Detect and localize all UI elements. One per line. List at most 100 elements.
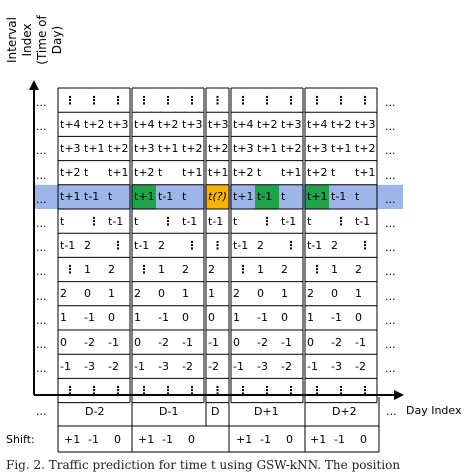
shift-value: -1 [162,433,173,446]
interval-cell: t+1 [208,166,229,180]
interval-cell: t+1 [307,190,328,204]
interval-cell: 0 [233,335,240,349]
interval-cell: t+3 [134,141,155,155]
interval-cell: t+2 [331,117,352,131]
interval-cell: t+1 [158,141,179,155]
interval-cell: ⋮ [311,262,323,276]
interval-cell: t+2 [307,166,328,180]
interval-cell: 0 [307,335,314,349]
interval-cell: 0 [257,287,264,301]
interval-cell: ⋮ [311,383,323,397]
interval-cell: ⋮ [335,93,347,107]
interval-cell: t [233,214,238,228]
interval-cell: t [108,190,113,204]
interval-cell: -1 [134,359,145,373]
interval-cell: t [60,214,65,228]
interval-cell: t-1 [158,190,174,204]
interval-cell: t-1 [208,214,224,228]
interval-cell: 2 [307,287,314,301]
interval-cell: t+1 [108,166,129,180]
interval-cell: t+2 [158,117,179,131]
row-ellipsis-left: ... [36,265,47,279]
interval-cell: -1 [233,359,244,373]
day-label: D [211,405,220,418]
interval-cell: -1 [257,311,268,325]
interval-cell: ⋮ [112,383,124,397]
interval-cell: -2 [208,359,219,373]
matched-cell-highlight [255,184,279,209]
row-ellipsis-left: ... [36,168,47,182]
shift-value: -1 [334,433,345,446]
interval-cell: -1 [208,335,219,349]
row-ellipsis-right: ... [385,192,396,206]
interval-cell: -2 [331,335,342,349]
interval-cell: ⋮ [261,93,273,107]
interval-cell: t [331,166,336,180]
interval-cell: t+2 [208,141,229,155]
interval-cell: -3 [257,359,268,373]
interval-cell: t-1 [331,190,347,204]
interval-cell: 2 [84,238,91,252]
shift-label: Shift: [6,433,35,446]
interval-cell: t-1 [355,214,371,228]
interval-cell: 1 [257,262,264,276]
figure-caption: Fig. 2. Traffic prediction for time t us… [6,458,401,472]
interval-cell: t+3 [355,117,376,131]
interval-cell: 1 [60,311,67,325]
interval-cell: t [134,214,139,228]
interval-cell: -2 [158,335,169,349]
interval-cell: t-1 [60,238,76,252]
interval-cell: -1 [331,311,342,325]
interval-cell: ⋮ [186,238,198,252]
interval-cell: t+4 [233,117,254,131]
interval-cell: t-1 [281,214,297,228]
day-label: D-1 [159,405,179,418]
interval-cell: ⋮ [285,93,297,107]
shift-value: +1 [64,433,81,446]
interval-cell: ⋮ [64,262,76,276]
interval-cell: -2 [108,359,119,373]
interval-cell: t+2 [108,141,129,155]
interval-cell: t+3 [182,117,203,131]
interval-cell: -3 [331,359,342,373]
row-ellipsis-left: ... [36,96,47,109]
interval-cell: t+4 [307,117,328,131]
interval-cell: 0 [60,335,67,349]
interval-cell: ⋮ [212,383,223,397]
row-ellipsis-right: ... [385,168,396,182]
predicted-cell: t(?) [208,190,227,204]
interval-cell: t [84,166,89,180]
interval-cell: t-1 [182,214,198,228]
row-ellipsis-left: ... [36,144,47,158]
interval-cell: 1 [84,262,91,276]
interval-cell: t+3 [233,141,254,155]
interval-cell: ⋮ [64,93,76,107]
interval-cell: ⋮ [285,383,297,397]
interval-cell: ⋮ [237,383,249,397]
day-label: ... [386,405,397,418]
interval-cell: t+1 [233,190,254,204]
row-ellipsis-right: ... [385,96,396,109]
interval-cell: 2 [60,287,67,301]
interval-cell: t+1 [331,141,352,155]
row-ellipsis-left: ... [36,289,47,303]
predicted-cell-highlight [206,184,229,209]
interval-cell: t-1 [233,238,249,252]
interval-cell: ⋮ [212,238,223,252]
interval-cell: t [355,190,360,204]
interval-cell: ⋮ [88,383,100,397]
row-ellipsis-right: ... [385,338,396,351]
row-ellipsis-right: ... [385,313,396,327]
shift-value: 0 [188,433,195,446]
interval-cell: ⋮ [335,383,347,397]
interval-cell: ⋮ [359,383,371,397]
interval-cell: ⋮ [162,383,174,397]
interval-cell: 1 [182,287,189,301]
x-axis-arrowhead [394,390,404,400]
shift-value: +1 [310,433,327,446]
interval-cell: ⋮ [88,214,100,228]
interval-cell: ⋮ [88,93,100,107]
row-ellipsis-left: ... [36,386,47,400]
interval-cell: ⋮ [311,93,323,107]
